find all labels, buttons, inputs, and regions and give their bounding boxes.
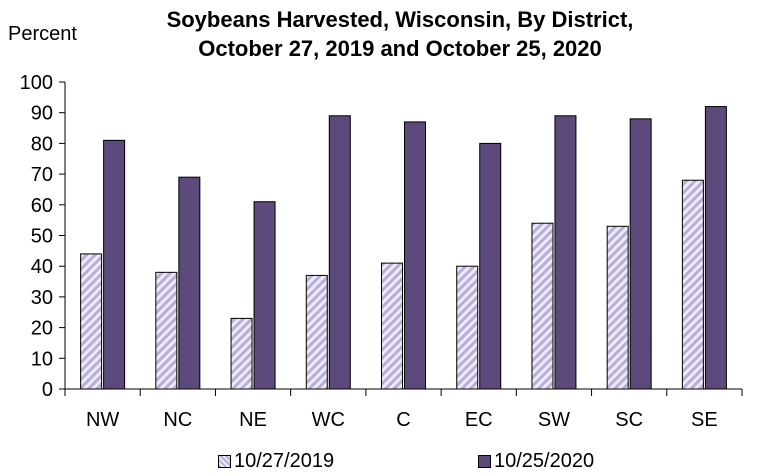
bar-chart: 0 10 20 30 40 50 60 70 80 90 100 NW NC NE WC C EC SW SC SE <box>20 72 743 431</box>
legend-swatch-2020 <box>478 455 491 468</box>
bar-10-27-2019-c <box>381 262 403 390</box>
y-tick-label: 30 <box>31 287 53 309</box>
y-tick-label: 20 <box>31 318 53 340</box>
y-tick-label: 80 <box>31 133 53 155</box>
bar-10-25-2020-ec <box>479 142 502 390</box>
y-tick-label: 50 <box>31 226 53 248</box>
chart-title-line-2: October 27, 2019 and October 25, 2020 <box>198 36 602 61</box>
y-tick-label: 70 <box>31 164 53 186</box>
bar-10-25-2020-sc <box>629 118 652 390</box>
legend-item-2020: 10/25/2020 <box>478 450 594 473</box>
bar-10-27-2019-sc <box>606 225 629 390</box>
y-tick-label: 60 <box>31 195 53 217</box>
legend-label-2020: 10/25/2020 <box>494 450 595 472</box>
y-tick-label: 40 <box>31 256 53 278</box>
bar-10-25-2020-sw <box>554 115 577 390</box>
legend-swatch-2019 <box>218 455 231 468</box>
chart-title-line-1: Soybeans Harvested, Wisconsin, By Distri… <box>166 7 634 32</box>
bar-10-27-2019-nc <box>155 271 178 390</box>
y-tick-label: 100 <box>20 72 53 94</box>
chart-title: Soybeans Harvested, Wisconsin, By Distri… <box>120 5 680 63</box>
bar-10-25-2020-se <box>704 106 727 390</box>
bar-10-25-2020-c <box>404 121 426 390</box>
legend-item-2019: 10/27/2019 <box>218 450 334 473</box>
x-tick-label-nw: NW <box>86 409 119 431</box>
x-tick-label-ne: NE <box>239 409 267 431</box>
bar-10-27-2019-sw <box>531 222 554 390</box>
legend-label-2019: 10/27/2019 <box>234 450 335 472</box>
x-tick-label-nc: NC <box>163 409 192 431</box>
y-tick-label: 10 <box>31 348 53 370</box>
x-tick-label-ec: EC <box>465 409 493 431</box>
bar-10-27-2019-ne <box>230 317 253 390</box>
bar-10-25-2020-ne <box>253 201 276 390</box>
bar-10-25-2020-nc <box>178 176 201 390</box>
x-tick-label-c: C <box>396 409 410 431</box>
y-tick-label: 90 <box>31 103 53 125</box>
bar-10-27-2019-se <box>681 179 704 390</box>
bar-10-27-2019-ec <box>456 265 479 390</box>
y-tick-label: 0 <box>42 379 53 401</box>
x-tick-label-se: SE <box>691 409 718 431</box>
x-tick-label-wc: WC <box>312 409 345 431</box>
x-tick-label-sw: SW <box>538 409 570 431</box>
bar-10-25-2020-nw <box>103 139 126 390</box>
bar-10-25-2020-wc <box>328 115 351 390</box>
bar-10-27-2019-wc <box>305 274 328 390</box>
x-tick-label-sc: SC <box>615 409 643 431</box>
bar-10-27-2019-nw <box>80 253 103 390</box>
y-axis-label: Percent <box>8 23 77 45</box>
